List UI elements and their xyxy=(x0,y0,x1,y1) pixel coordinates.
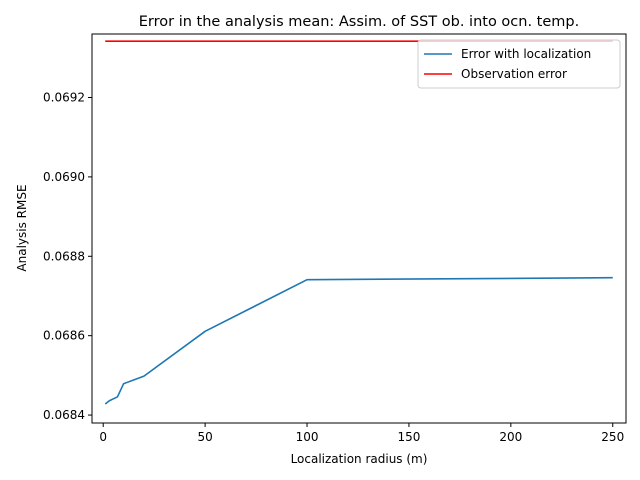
chart-title: Error in the analysis mean: Assim. of SS… xyxy=(139,14,579,30)
x-tick-label: 150 xyxy=(397,430,420,444)
series-line-0 xyxy=(104,276,613,405)
y-tick-label: 0.0690 xyxy=(43,170,85,184)
y-axis-label: Analysis RMSE xyxy=(15,184,29,271)
plot-lines xyxy=(104,40,613,405)
x-tick-label: 100 xyxy=(296,430,319,444)
legend-entry: Observation error xyxy=(461,67,567,81)
x-axis-label: Localization radius (m) xyxy=(291,452,428,466)
legend: Error with localization Observation error xyxy=(417,39,621,89)
y-tick-label: 0.0686 xyxy=(43,329,85,343)
x-axis: 0 50 100 150 200 250 xyxy=(99,423,624,444)
y-tick-label: 0.0688 xyxy=(43,249,85,263)
legend-entry: Error with localization xyxy=(461,47,591,61)
legend-box xyxy=(417,39,621,89)
y-tick-label: 0.0692 xyxy=(43,91,85,105)
x-tick-label: 0 xyxy=(99,430,107,444)
x-tick-label: 50 xyxy=(197,430,212,444)
y-tick-label: 0.0684 xyxy=(43,408,85,422)
axes-frame xyxy=(91,33,627,424)
x-tick-label: 250 xyxy=(601,430,624,444)
y-axis: 0.0684 0.0686 0.0688 0.0690 0.0692 xyxy=(43,91,92,422)
x-tick-label: 200 xyxy=(499,430,522,444)
